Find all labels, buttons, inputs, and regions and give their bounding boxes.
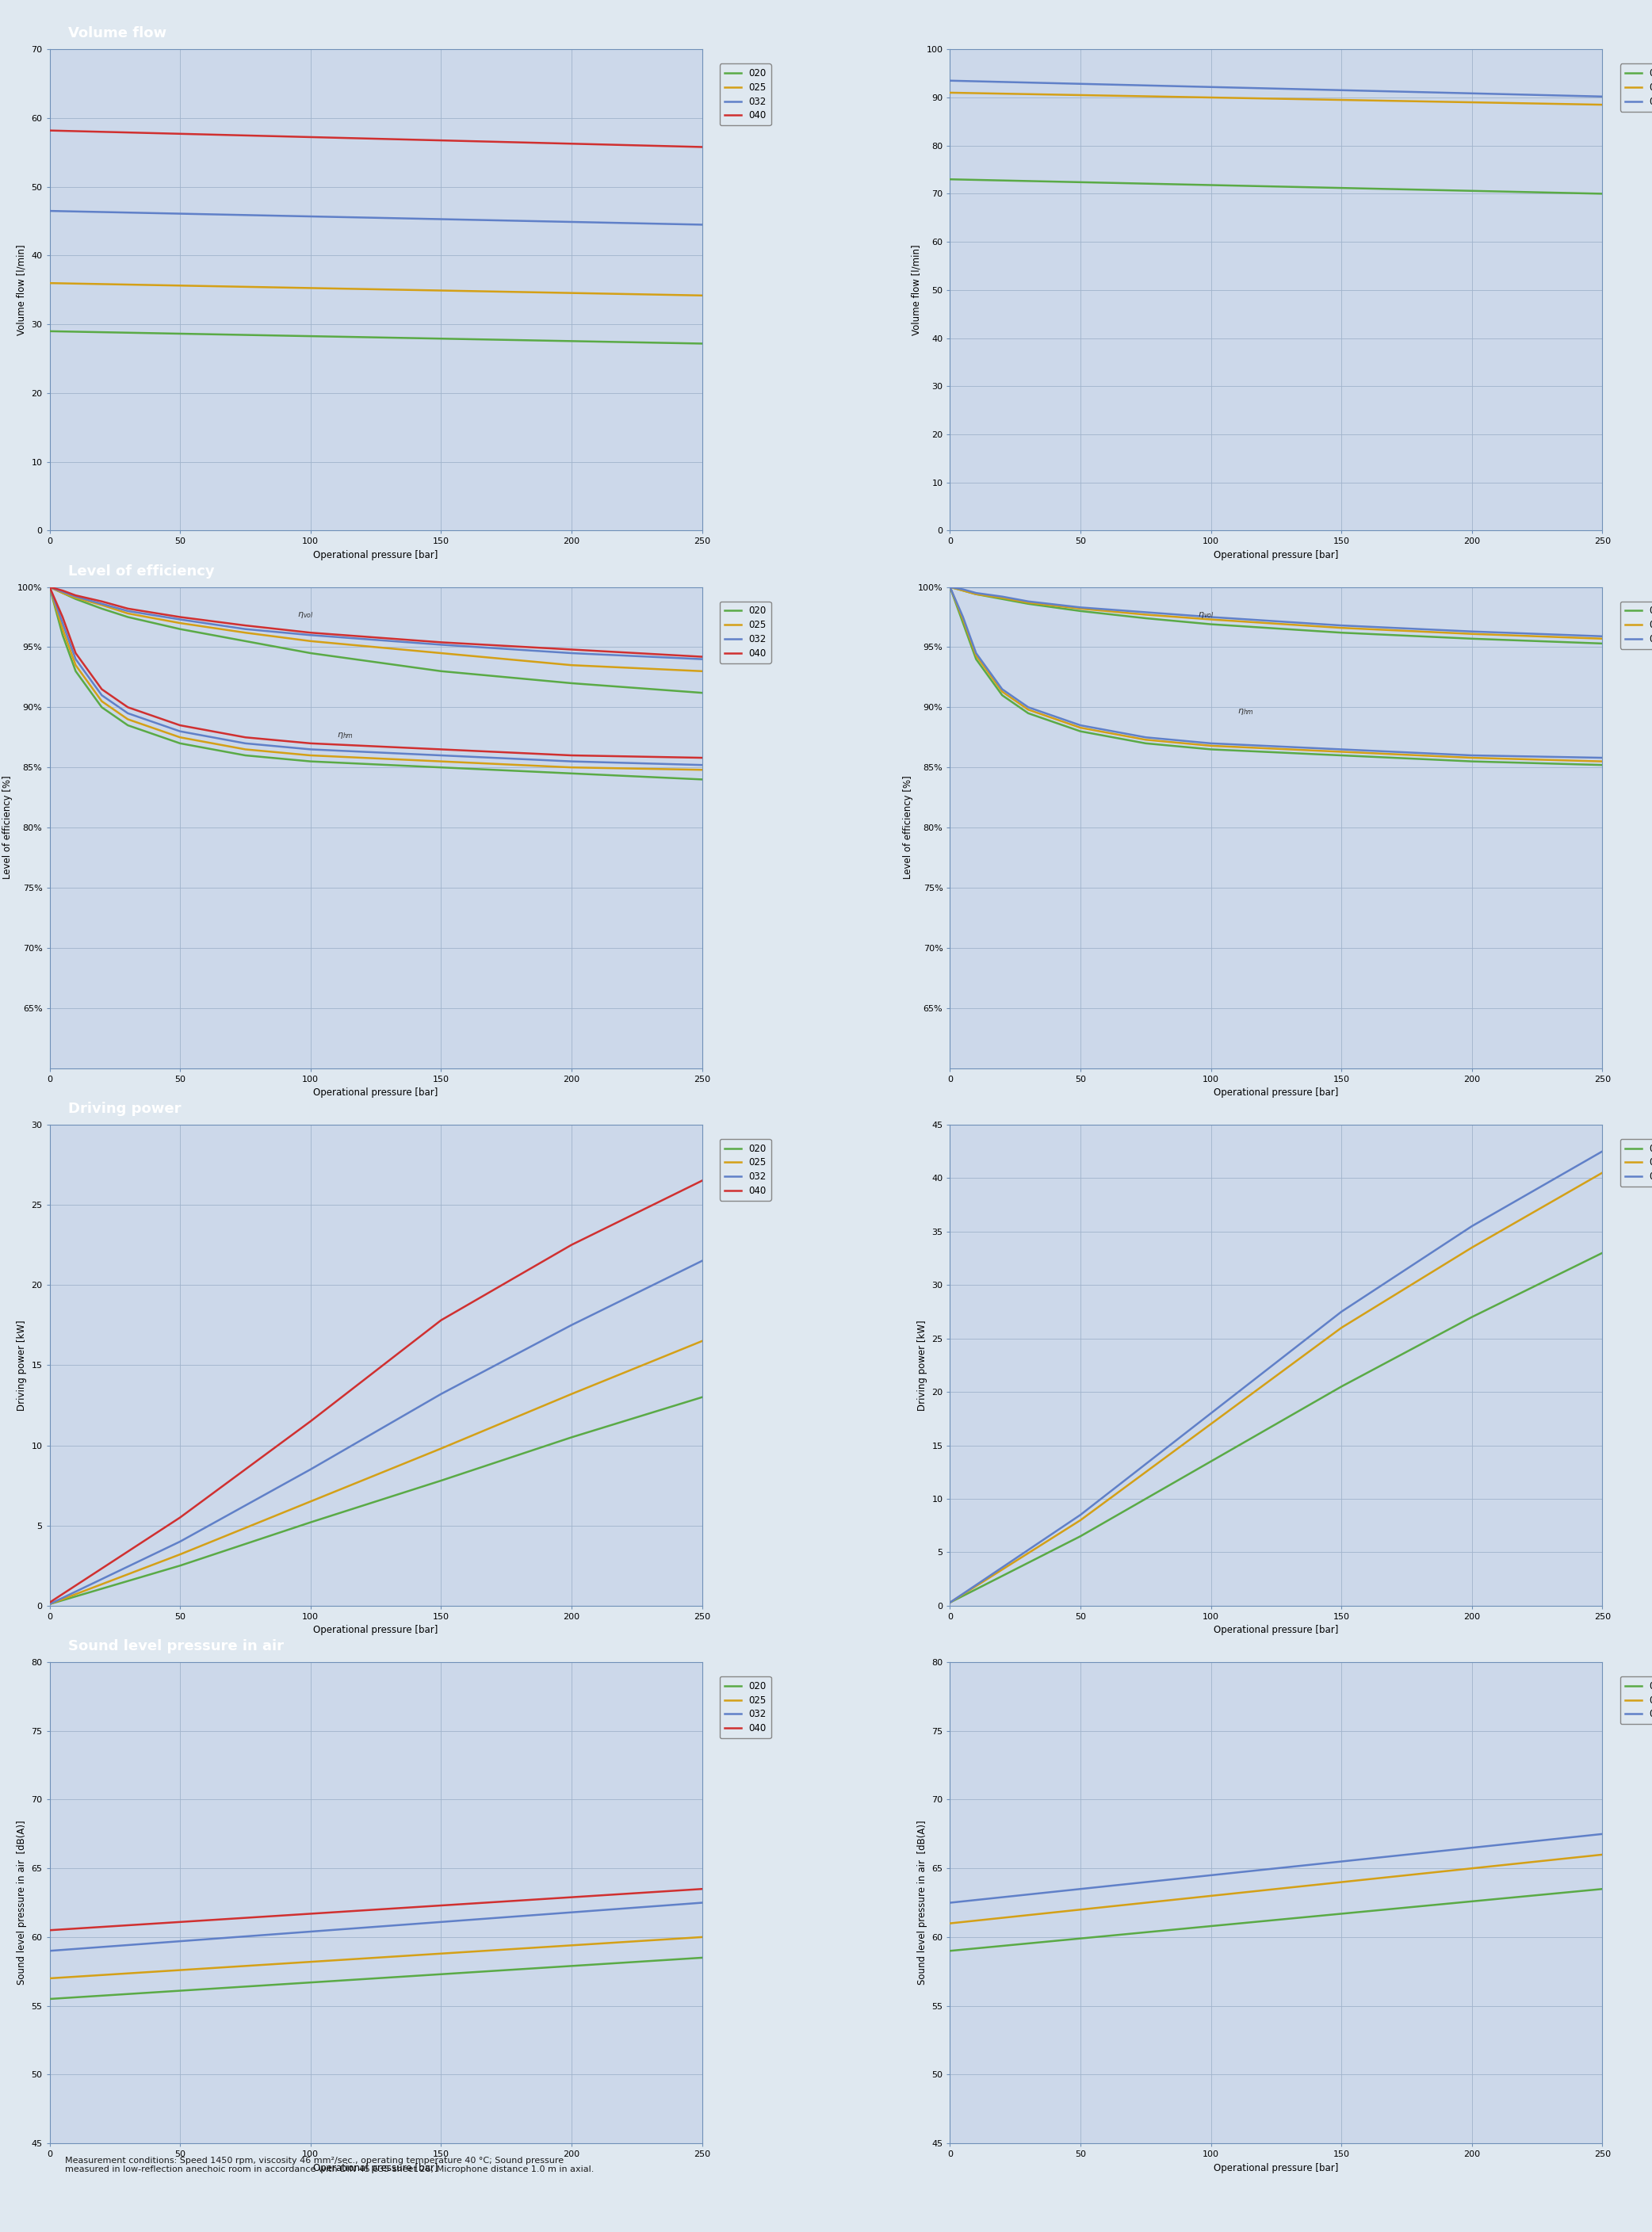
Text: $\eta_{hm}$: $\eta_{hm}$ bbox=[337, 732, 354, 741]
X-axis label: Operational pressure [bar]: Operational pressure [bar] bbox=[314, 1625, 438, 1636]
X-axis label: Operational pressure [bar]: Operational pressure [bar] bbox=[1214, 1087, 1338, 1098]
X-axis label: Operational pressure [bar]: Operational pressure [bar] bbox=[1214, 549, 1338, 560]
X-axis label: Operational pressure [bar]: Operational pressure [bar] bbox=[314, 2163, 438, 2174]
Text: $\eta_{vol}$: $\eta_{vol}$ bbox=[1198, 612, 1214, 620]
Text: Driving power: Driving power bbox=[68, 1103, 182, 1116]
Y-axis label: Driving power [kW]: Driving power [kW] bbox=[917, 1319, 927, 1411]
Y-axis label: Volume flow [l/min]: Volume flow [l/min] bbox=[912, 246, 922, 335]
Text: Volume flow: Volume flow bbox=[68, 27, 167, 40]
Y-axis label: Sound level pressure in air  [dB(A)]: Sound level pressure in air [dB(A)] bbox=[17, 1821, 26, 1984]
Legend: 050, 063, 064: 050, 063, 064 bbox=[1621, 1676, 1652, 1723]
Y-axis label: Driving power [kW]: Driving power [kW] bbox=[17, 1319, 26, 1411]
X-axis label: Operational pressure [bar]: Operational pressure [bar] bbox=[314, 1087, 438, 1098]
Text: $\eta_{hm}$: $\eta_{hm}$ bbox=[1237, 708, 1254, 716]
Text: $\eta_{vol}$: $\eta_{vol}$ bbox=[297, 612, 314, 620]
X-axis label: Operational pressure [bar]: Operational pressure [bar] bbox=[314, 549, 438, 560]
Y-axis label: Level of efficiency [%]: Level of efficiency [%] bbox=[904, 777, 914, 879]
Y-axis label: Volume flow [l/min]: Volume flow [l/min] bbox=[17, 246, 26, 335]
Legend: 050, 063, 064: 050, 063, 064 bbox=[1621, 600, 1652, 650]
Legend: 050, 063, 064: 050, 063, 064 bbox=[1621, 1138, 1652, 1187]
Legend: 050, 063, 064: 050, 063, 064 bbox=[1621, 65, 1652, 112]
Y-axis label: Level of efficiency [%]: Level of efficiency [%] bbox=[3, 777, 13, 879]
Text: Sound level pressure in air: Sound level pressure in air bbox=[68, 1638, 284, 1654]
X-axis label: Operational pressure [bar]: Operational pressure [bar] bbox=[1214, 1625, 1338, 1636]
Text: Measurement conditions: Speed 1450 rpm, viscosity 46 mm²/sec., operating tempera: Measurement conditions: Speed 1450 rpm, … bbox=[64, 2156, 595, 2174]
Legend: 020, 025, 032, 040: 020, 025, 032, 040 bbox=[720, 65, 771, 125]
Legend: 020, 025, 032, 040: 020, 025, 032, 040 bbox=[720, 600, 771, 663]
Y-axis label: Sound level pressure in air  [dB(A)]: Sound level pressure in air [dB(A)] bbox=[917, 1821, 927, 1984]
X-axis label: Operational pressure [bar]: Operational pressure [bar] bbox=[1214, 2163, 1338, 2174]
Text: Level of efficiency: Level of efficiency bbox=[68, 565, 215, 578]
Legend: 020, 025, 032, 040: 020, 025, 032, 040 bbox=[720, 1138, 771, 1201]
Legend: 020, 025, 032, 040: 020, 025, 032, 040 bbox=[720, 1676, 771, 1739]
